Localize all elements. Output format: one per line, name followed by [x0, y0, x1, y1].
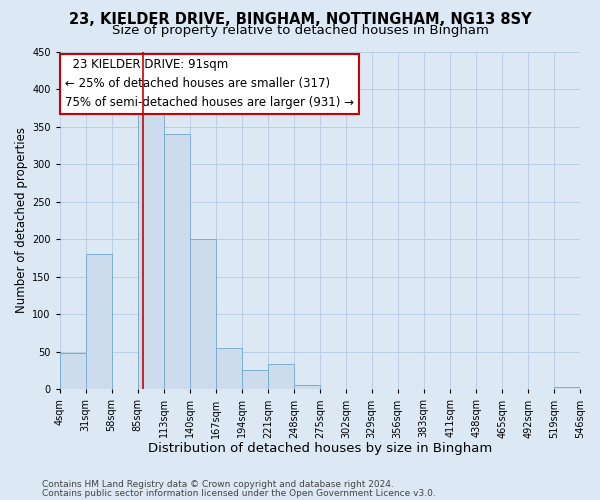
Y-axis label: Number of detached properties: Number of detached properties — [15, 128, 28, 314]
Text: 23, KIELDER DRIVE, BINGHAM, NOTTINGHAM, NG13 8SY: 23, KIELDER DRIVE, BINGHAM, NOTTINGHAM, … — [68, 12, 532, 28]
Bar — [190, 239, 216, 390]
Text: 23 KIELDER DRIVE: 91sqm
← 25% of detached houses are smaller (317)
75% of semi-d: 23 KIELDER DRIVE: 91sqm ← 25% of detache… — [65, 58, 354, 110]
Bar — [294, 385, 320, 390]
Bar — [137, 113, 164, 390]
Bar — [554, 387, 580, 390]
Bar — [86, 254, 112, 390]
Bar — [242, 370, 268, 390]
Bar — [268, 364, 294, 390]
Text: Contains public sector information licensed under the Open Government Licence v3: Contains public sector information licen… — [42, 488, 436, 498]
Text: Contains HM Land Registry data © Crown copyright and database right 2024.: Contains HM Land Registry data © Crown c… — [42, 480, 394, 489]
Text: Size of property relative to detached houses in Bingham: Size of property relative to detached ho… — [112, 24, 488, 37]
Bar — [216, 348, 242, 390]
Bar — [164, 134, 190, 390]
X-axis label: Distribution of detached houses by size in Bingham: Distribution of detached houses by size … — [148, 442, 492, 455]
Bar — [60, 352, 86, 390]
